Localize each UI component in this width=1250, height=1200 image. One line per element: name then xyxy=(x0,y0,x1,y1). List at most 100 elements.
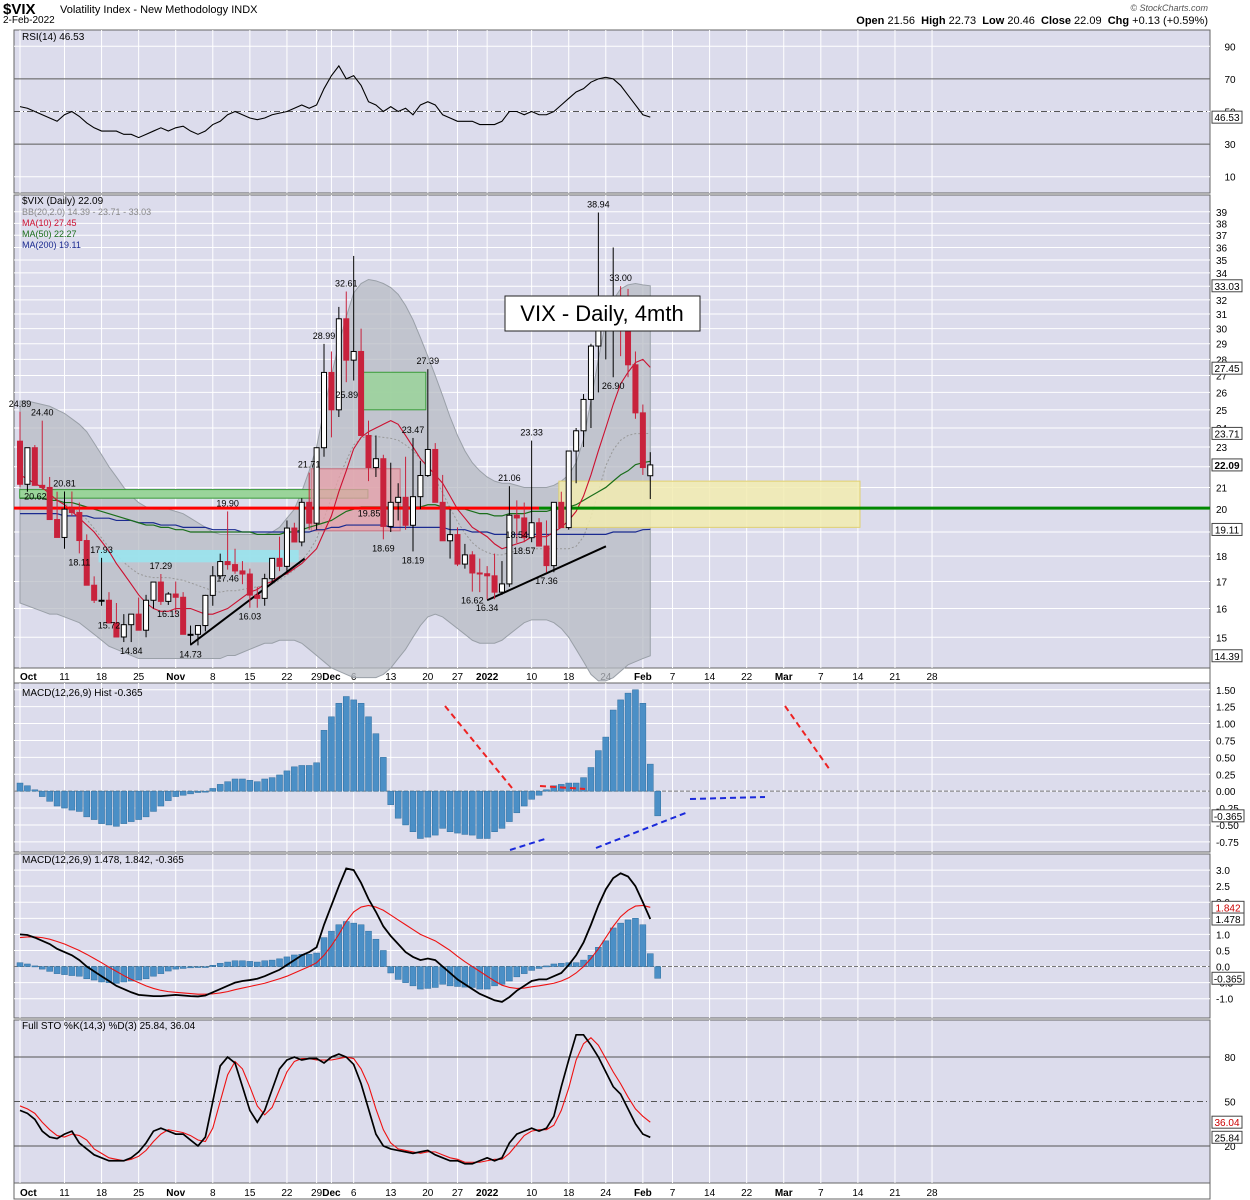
price-right-tag-box-5 xyxy=(1211,649,1243,663)
x-label-bottom-23: 7 xyxy=(818,1188,824,1199)
macd2-hist-bar-1 xyxy=(24,963,31,967)
price-ytick-21: 36 xyxy=(1216,243,1228,254)
candle-body-38 xyxy=(298,501,305,543)
macd-hist-bar-34 xyxy=(268,777,276,792)
price-right-tag-0: 33.03 xyxy=(1214,282,1239,293)
macd2-hist-bar-33 xyxy=(261,960,268,967)
macd2-hist-bar-31 xyxy=(246,961,254,967)
macd-hist-bar-22 xyxy=(179,790,187,796)
macd2-hist-bar-39 xyxy=(305,954,313,967)
macd2-hist-bar-43 xyxy=(335,924,343,967)
price-ytick-16: 31 xyxy=(1216,310,1228,321)
x-label-bottom-0: Oct xyxy=(20,1188,37,1199)
candle-body-27 xyxy=(217,561,224,577)
x-label-top-20: 14 xyxy=(704,672,716,683)
macd-hist-bar-21 xyxy=(172,790,179,797)
macd-hist-bar-84 xyxy=(639,703,647,792)
x-label-bottom-24: 14 xyxy=(852,1188,864,1199)
macd-hist-bar-15 xyxy=(127,790,135,822)
macd-hist-bar-78 xyxy=(595,750,602,792)
candle-body-46 xyxy=(358,350,365,436)
candle-body-1 xyxy=(24,447,31,485)
price-ytick-24: 39 xyxy=(1216,208,1228,219)
rsi-right-tag-box xyxy=(1211,110,1243,124)
ma200-line xyxy=(20,513,651,535)
candle-body-62 xyxy=(476,572,483,575)
price-label-5: 17.93 xyxy=(90,545,113,555)
macd-hist-bar-50 xyxy=(387,790,394,805)
rsi-legend: RSI(14) 46.53 xyxy=(22,32,85,43)
macd2-hist-bar-67 xyxy=(513,966,521,978)
candle-body-50 xyxy=(387,501,394,527)
macd2-hist-bar-44 xyxy=(343,921,350,967)
candle-body-11 xyxy=(98,599,105,602)
candle-body-59 xyxy=(454,534,461,565)
price-right-tag-3: 22.09 xyxy=(1214,461,1239,472)
x-label-bottom-3: 25 xyxy=(133,1188,145,1199)
candle-body-23 xyxy=(187,633,194,636)
candle-body-14 xyxy=(120,624,127,638)
macd2-right-tag-0: 1.842 xyxy=(1215,903,1240,914)
price-label-17: 25.89 xyxy=(336,390,359,400)
candle-body-85 xyxy=(647,464,654,477)
macd-hist-bar-39 xyxy=(305,765,313,792)
macd2-hist-bar-52 xyxy=(402,966,409,983)
candle-body-37 xyxy=(291,527,298,543)
macd-hist-bar-41 xyxy=(320,730,328,792)
price-label-2: 20.81 xyxy=(53,479,76,489)
candle-body-77 xyxy=(587,345,594,400)
macd-red-dash-2 xyxy=(539,785,586,790)
macd-hist-bar-4 xyxy=(46,790,53,802)
price-label-15: 28.99 xyxy=(313,331,336,341)
macd2-hist-bar-66 xyxy=(506,966,513,982)
macd-hist-bar-8 xyxy=(76,790,83,812)
candle-body-4 xyxy=(46,486,53,521)
macd2-hist-bar-2 xyxy=(31,965,39,968)
candle-body-18 xyxy=(150,581,157,601)
macd-hist-bar-52 xyxy=(402,790,409,826)
macd-hist-bar-12 xyxy=(105,790,113,826)
x-label-bottom-12: 20 xyxy=(422,1188,434,1199)
stoch-right-tag-box-1 xyxy=(1211,1130,1243,1144)
candle-body-19 xyxy=(157,581,164,602)
macd-hist-bar-79 xyxy=(602,736,610,792)
x-label-top-19: 7 xyxy=(670,672,676,683)
candle-body-40 xyxy=(313,447,320,524)
candle-body-8 xyxy=(76,512,83,542)
stoch-right-tag-box-0 xyxy=(1211,1115,1243,1129)
candle-body-0 xyxy=(17,440,23,485)
candle-body-73 xyxy=(558,501,565,529)
candle-body-24 xyxy=(194,625,201,635)
macd2-hist-bar-60 xyxy=(461,966,469,988)
candle-body-65 xyxy=(498,583,505,593)
candle-body-45 xyxy=(350,350,357,361)
price-right-tag-1: 27.45 xyxy=(1214,364,1239,375)
macd-hist-bar-37 xyxy=(291,766,298,792)
macd-hist-bar-54 xyxy=(417,790,424,839)
price-label-8: 17.29 xyxy=(150,561,173,571)
candle-body-41 xyxy=(321,371,328,449)
macd-hist-bar-38 xyxy=(298,765,306,792)
price-label-22: 27.39 xyxy=(417,356,440,366)
x-label-bottom-26: 28 xyxy=(926,1188,938,1199)
macd2-hist-bar-36 xyxy=(283,956,291,967)
macd-hist-bar-35 xyxy=(276,774,283,792)
macd2-hist-bar-19 xyxy=(157,966,165,974)
macd2-hist-bar-69 xyxy=(528,966,535,971)
price-ytick-23: 38 xyxy=(1216,219,1228,230)
macd2-hist-bar-22 xyxy=(179,966,187,969)
x-label-top-0: Oct xyxy=(20,672,37,683)
x-label-top-5: 8 xyxy=(210,672,216,683)
candle-body-60 xyxy=(461,554,468,565)
macd2-hist-bar-24 xyxy=(194,966,202,968)
macd2-right-tag-1: 1.478 xyxy=(1215,915,1240,926)
candle-body-58 xyxy=(447,534,454,542)
macd-hist-bar-42 xyxy=(328,716,335,792)
macd2-hist-bar-48 xyxy=(372,938,380,967)
macd2-hist-bar-27 xyxy=(216,963,224,967)
bb-legend: BB(20,2.0) 14.39 - 23.71 - 33.03 xyxy=(22,207,151,217)
macd2-hist-bar-55 xyxy=(424,966,432,989)
macd-hist-bar-55 xyxy=(424,790,432,838)
macd2-hist-bar-40 xyxy=(313,952,320,967)
candle-body-64 xyxy=(491,575,498,593)
